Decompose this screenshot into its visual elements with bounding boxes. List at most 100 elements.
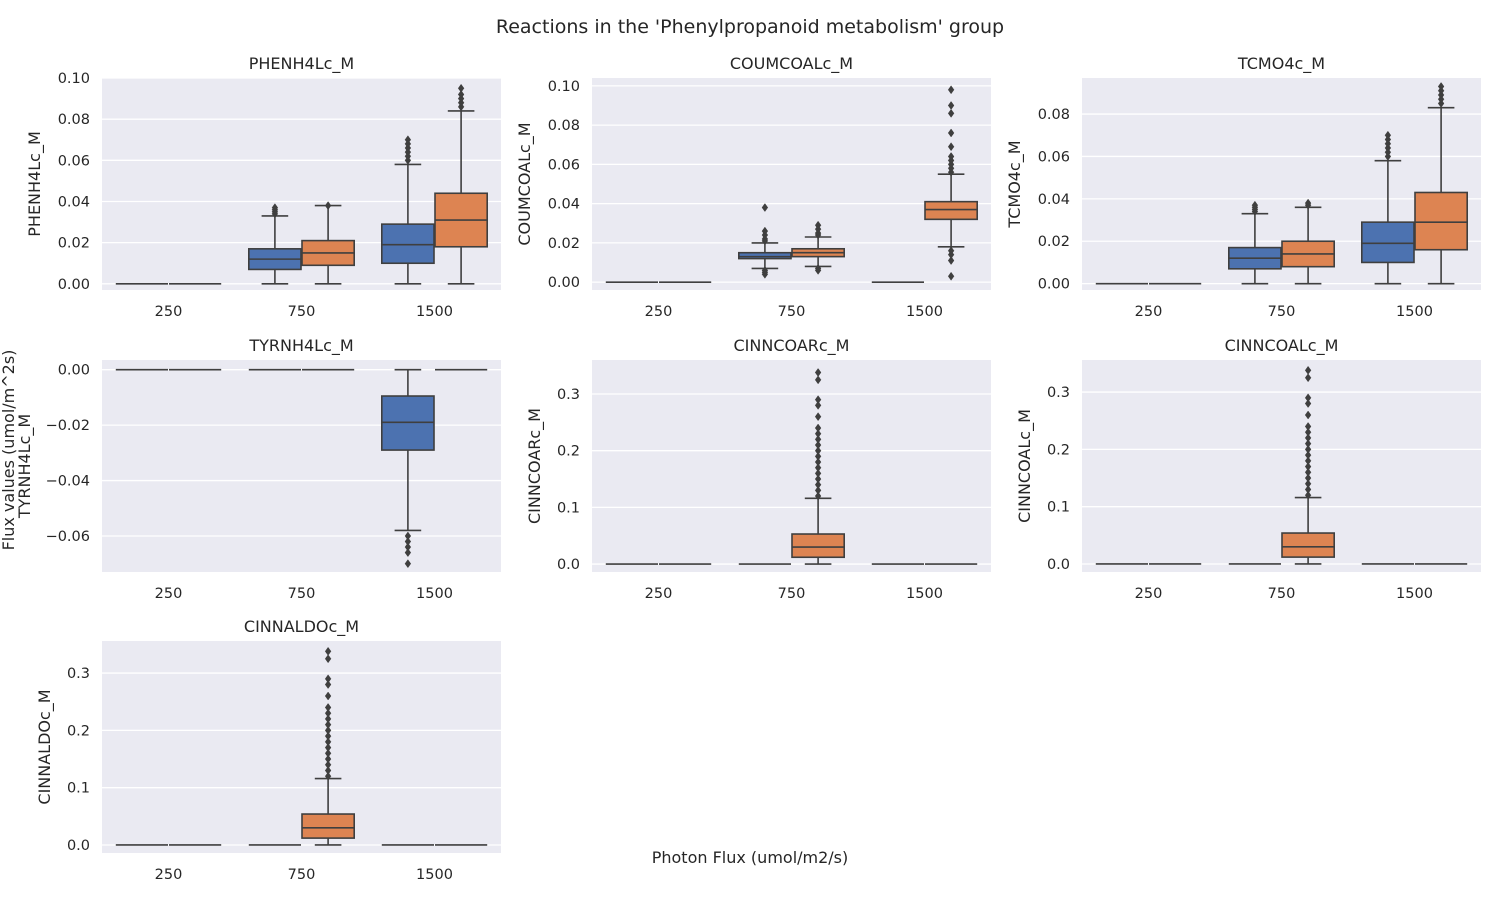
- box-body: [380, 223, 435, 265]
- box-1500-series-1: [1414, 82, 1469, 285]
- outlier-point: [814, 395, 822, 405]
- outlier-point: [947, 108, 955, 118]
- subplot-title: CINNCOALc_M: [1225, 336, 1339, 356]
- outlier-point: [1304, 450, 1312, 460]
- outlier-point: [324, 674, 332, 684]
- box-1500-series-0: [380, 135, 435, 285]
- x-tick-label: 250: [1135, 304, 1163, 320]
- outlier-point: [1304, 439, 1312, 449]
- box-750-series-0: [248, 203, 302, 285]
- x-tick-label: 250: [1135, 586, 1163, 602]
- y-tick-label: 0.02: [1038, 234, 1070, 250]
- y-axis-label: TYRNH4Lc_M: [15, 414, 35, 519]
- figure-title: Reactions in the 'Phenylpropanoid metabo…: [496, 16, 1004, 38]
- outlier-point: [814, 423, 822, 433]
- box-1500-series-0: [1361, 130, 1415, 285]
- outlier-point: [814, 429, 822, 439]
- outlier-point: [324, 680, 332, 689]
- outlier-point: [324, 654, 332, 664]
- x-tick-label: 750: [1268, 586, 1296, 602]
- outlier-point: [947, 128, 955, 138]
- y-tick-label: 0.04: [548, 197, 580, 213]
- x-tick-label: 250: [645, 586, 673, 602]
- y-tick-label: −0.06: [46, 529, 90, 545]
- x-tick-label: 1500: [906, 304, 943, 320]
- outlier-point: [947, 256, 955, 265]
- outlier-point: [1304, 373, 1312, 383]
- box-body: [791, 533, 846, 559]
- box-750-series-1: [301, 646, 356, 846]
- x-tick-label: 1500: [906, 586, 943, 602]
- y-tick-label: 0.06: [1038, 149, 1070, 165]
- outlier-point: [1304, 485, 1312, 494]
- outlier-point: [1304, 410, 1312, 420]
- y-tick-label: 0.0: [557, 557, 580, 573]
- y-axis-label: PHENH4Lc_M: [25, 131, 45, 236]
- y-tick-label: 0.2: [67, 723, 90, 739]
- y-tick-label: 0.10: [58, 71, 90, 87]
- outlier-point: [404, 135, 412, 145]
- box-1500-series-1: [434, 83, 489, 285]
- subplot-TCMO4c_M: 0.00 0.02 0.04 0.06 0.08 250 750 1500 TCMO4c_M TC…: [1005, 54, 1481, 320]
- box-750-series-0: [737, 203, 792, 279]
- outlier-point: [324, 754, 332, 764]
- y-tick-label: 0.04: [58, 194, 90, 210]
- outlier-point: [324, 748, 332, 758]
- y-tick-label: 0.02: [548, 236, 580, 252]
- outlier-point: [814, 400, 822, 410]
- outlier-point: [814, 457, 822, 467]
- outlier-point: [1304, 399, 1312, 408]
- outlier-point: [1304, 473, 1312, 483]
- outlier-point: [1304, 444, 1312, 454]
- box-750-series-1: [1281, 198, 1336, 285]
- outlier-point: [324, 771, 332, 781]
- y-tick-label: 0.06: [548, 157, 580, 173]
- y-axis-label: CINNCOALc_M: [1015, 409, 1035, 523]
- box-750-series-1: [301, 201, 356, 285]
- x-tick-label: 250: [155, 304, 183, 320]
- outlier-point: [1304, 198, 1312, 208]
- outlier-point: [457, 83, 465, 93]
- y-axis-label: TCMO4c_M: [1005, 140, 1025, 228]
- y-tick-label: 0.00: [548, 275, 580, 291]
- subplot-title: TYRNH4Lc_M: [248, 336, 353, 356]
- outlier-point: [761, 265, 769, 275]
- outlier-point: [404, 559, 412, 569]
- box-750-series-0: [1228, 200, 1282, 285]
- outlier-point: [457, 90, 465, 99]
- outlier-point: [1304, 456, 1312, 466]
- y-tick-label: 0.1: [67, 781, 90, 797]
- y-tick-label: 0.00: [58, 277, 90, 293]
- y-axis-label: CINNCOARc_M: [525, 408, 545, 524]
- x-tick-label: 750: [778, 304, 806, 320]
- y-tick-label: 0.0: [1047, 557, 1070, 573]
- outlier-point: [814, 412, 822, 422]
- y-tick-label: 0.02: [58, 236, 90, 252]
- outlier-point: [1304, 433, 1312, 443]
- outlier-point: [1304, 467, 1312, 477]
- subplot-title: TCMO4c_M: [1237, 54, 1325, 74]
- outlier-point: [947, 246, 955, 256]
- outlier-point: [814, 440, 822, 450]
- y-tick-label: 0.0: [67, 838, 90, 854]
- outlier-point: [324, 725, 332, 735]
- outlier-point: [404, 548, 412, 558]
- outlier-point: [1437, 82, 1445, 91]
- x-tick-label: 1500: [1396, 304, 1433, 320]
- box-1500-series-0: [380, 368, 435, 569]
- outlier-point: [324, 743, 332, 753]
- outlier-point: [1384, 130, 1392, 140]
- box-body: [301, 813, 356, 839]
- outlier-point: [814, 451, 822, 461]
- outlier-point: [761, 226, 769, 236]
- outlier-point: [814, 480, 822, 490]
- x-tick-label: 750: [288, 867, 316, 883]
- y-tick-label: 0.3: [557, 387, 580, 403]
- outlier-point: [324, 714, 332, 724]
- box-1500-series-1: [924, 85, 979, 281]
- x-tick-label: 1500: [1396, 586, 1433, 602]
- outlier-point: [324, 691, 332, 701]
- box-body: [1414, 191, 1469, 251]
- outlier-point: [324, 766, 332, 775]
